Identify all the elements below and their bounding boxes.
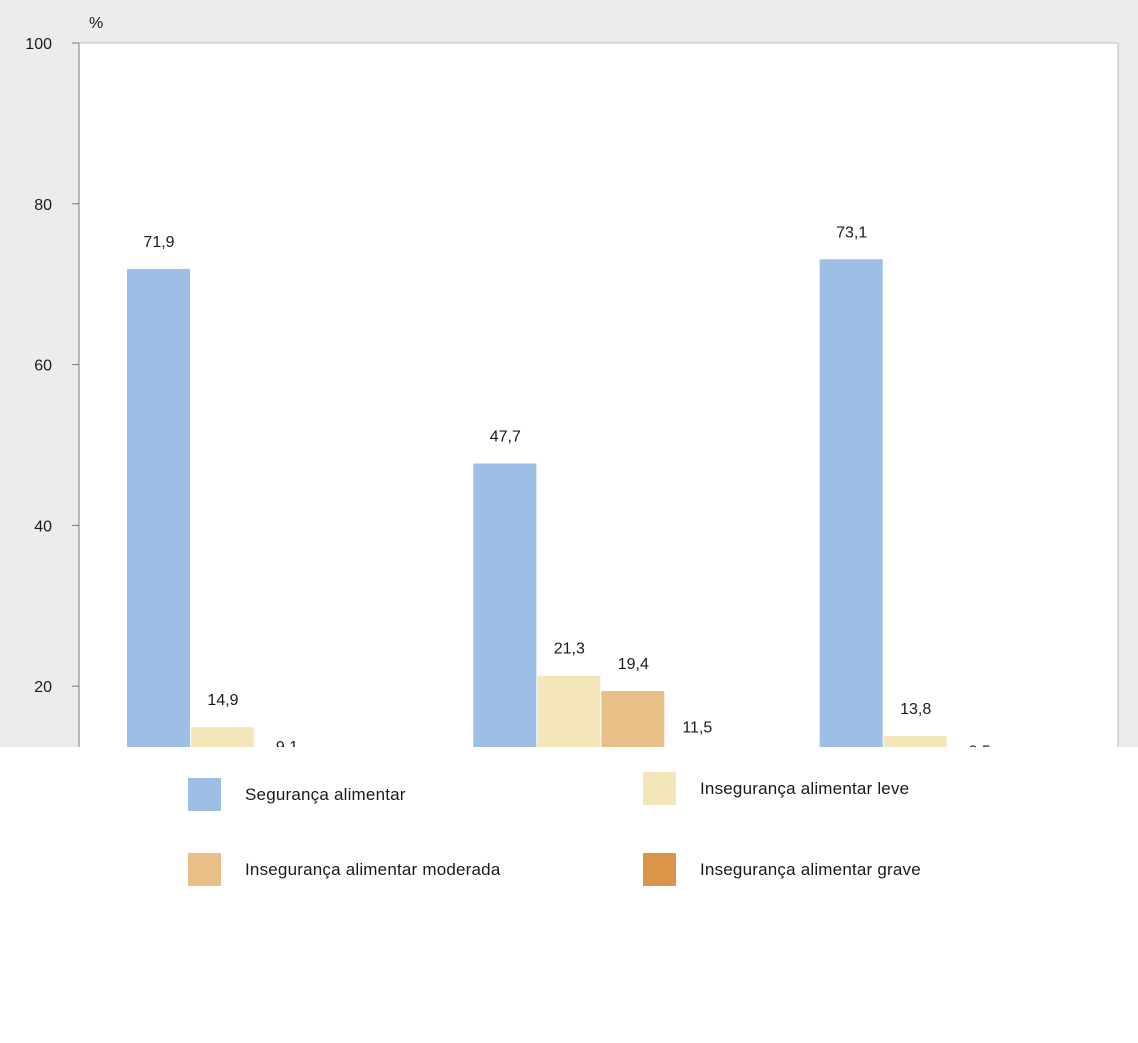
y-unit-label: %	[89, 15, 103, 32]
data-label: 11,5	[682, 720, 712, 737]
data-label: 9,1	[276, 739, 298, 747]
legend-label-grave: Insegurança alimentar grave	[700, 859, 921, 879]
legend-label-moderada: Insegurança alimentar moderada	[245, 859, 501, 879]
legend-item-leve: Insegurança alimentar leve	[643, 772, 909, 805]
bar-chart: 020406080100BrancaPreta ou PardaOutras 7…	[25, 15, 1119, 747]
legend-label-leve: Insegurança alimentar leve	[700, 778, 910, 798]
legend-swatch-seguranca	[188, 778, 221, 811]
plot-area	[79, 43, 1118, 747]
value-labels: 71,914,99,14,147,721,319,411,573,113,88,…	[143, 224, 991, 747]
data-label: 73,1	[836, 224, 867, 241]
bar	[127, 268, 190, 747]
bar	[601, 691, 665, 747]
y-tick-label: 40	[34, 518, 52, 535]
legend-item-seguranca: Segurança alimentar	[188, 778, 406, 811]
bar	[191, 727, 254, 747]
legend-swatch-leve	[643, 772, 676, 805]
data-label: 47,7	[490, 428, 521, 445]
data-label: 21,3	[554, 641, 585, 658]
y-tick-label: 60	[34, 358, 52, 375]
data-label: 8,5	[969, 744, 991, 747]
data-label: 14,9	[207, 692, 238, 709]
legend: Segurança alimentar Insegurança alimenta…	[0, 760, 1138, 1043]
bar	[537, 675, 601, 747]
legend-item-grave: Insegurança alimentar grave	[643, 853, 921, 886]
bar	[473, 463, 537, 747]
data-label: 13,8	[900, 701, 931, 718]
bar	[883, 736, 947, 747]
y-tick-label: 80	[34, 197, 52, 214]
axes: 020406080100BrancaPreta ou PardaOutras	[25, 36, 1119, 747]
legend-item-moderada: Insegurança alimentar moderada	[188, 853, 500, 886]
bars	[127, 259, 947, 747]
y-tick-label: 100	[25, 36, 52, 53]
legend-swatch-grave	[643, 853, 676, 886]
legend-label-seguranca: Segurança alimentar	[245, 784, 406, 804]
data-label: 71,9	[143, 234, 174, 251]
data-label: 19,4	[618, 656, 649, 673]
chart-panel: 020406080100BrancaPreta ou PardaOutras 7…	[0, 0, 1138, 747]
legend-swatch-moderada	[188, 853, 221, 886]
y-tick-label: 20	[34, 679, 52, 696]
bar	[819, 259, 883, 747]
